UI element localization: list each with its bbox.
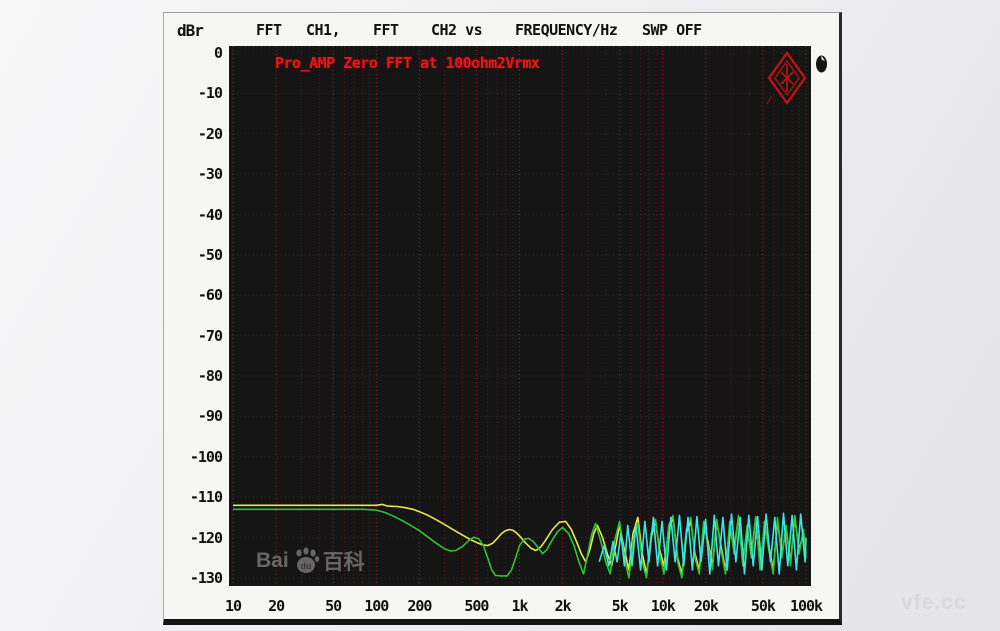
x-tick-label: 100k bbox=[790, 597, 822, 615]
baidu-watermark-prefix: Bai bbox=[256, 549, 289, 573]
y-tick-label: -20 bbox=[164, 125, 222, 143]
fft-plot-canvas bbox=[229, 46, 811, 586]
page-background: dBr FFTCH1,FFTCH2 vsFREQUENCY/HzSWP OFF … bbox=[0, 0, 1000, 631]
header-item: CH1, bbox=[306, 21, 340, 39]
x-tick-label: 200 bbox=[407, 597, 431, 615]
y-tick-label: 0 bbox=[164, 44, 222, 62]
x-tick-label: 500 bbox=[464, 597, 488, 615]
y-tick-label: -120 bbox=[164, 529, 222, 547]
x-tick-label: 20 bbox=[268, 597, 284, 615]
y-axis-unit-label: dBr bbox=[177, 21, 203, 40]
x-tick-label: 10 bbox=[225, 597, 241, 615]
x-tick-label: 2k bbox=[555, 597, 571, 615]
x-tick-label: 1k bbox=[511, 597, 527, 615]
y-tick-label: -60 bbox=[164, 286, 222, 304]
header-item: FFT bbox=[373, 21, 399, 39]
y-tick-label: -50 bbox=[164, 246, 222, 264]
y-tick-label: -30 bbox=[164, 165, 222, 183]
baidu-baike-watermark: Bai du 百科 bbox=[256, 544, 365, 578]
header-item: SWP OFF bbox=[642, 21, 702, 39]
x-tick-label: 5k bbox=[612, 597, 628, 615]
y-tick-label: -110 bbox=[164, 488, 222, 506]
x-tick-label: 50 bbox=[325, 597, 341, 615]
header-item: FREQUENCY/Hz bbox=[515, 21, 617, 39]
plot-area: Pro_AMP Zero FFT at 100ohm2Vrmx Bai du 百… bbox=[229, 46, 811, 586]
y-tick-label: -70 bbox=[164, 327, 222, 345]
baidu-paw-du-text: du bbox=[300, 561, 311, 571]
right-edge-marker-icon bbox=[814, 54, 829, 74]
y-tick-label: -130 bbox=[164, 569, 222, 587]
y-tick-label: -90 bbox=[164, 407, 222, 425]
y-tick-label: -40 bbox=[164, 206, 222, 224]
brand-diamond-logo-icon bbox=[766, 51, 808, 105]
y-tick-label: -100 bbox=[164, 448, 222, 466]
x-tick-label: 50k bbox=[751, 597, 775, 615]
x-tick-label: 10k bbox=[651, 597, 675, 615]
header-item: CH2 vs bbox=[431, 21, 482, 39]
y-tick-label: -80 bbox=[164, 367, 222, 385]
baidu-watermark-suffix: 百科 bbox=[323, 546, 365, 576]
x-tick-label: 20k bbox=[694, 597, 718, 615]
plot-title: Pro_AMP Zero FFT at 100ohm2Vrmx bbox=[275, 54, 539, 72]
vfe-watermark: vfe.cc bbox=[901, 591, 967, 615]
analyzer-screenshot-panel: dBr FFTCH1,FFTCH2 vsFREQUENCY/HzSWP OFF … bbox=[163, 12, 842, 625]
x-tick-label: 100 bbox=[364, 597, 388, 615]
header-item: FFT bbox=[256, 21, 282, 39]
baidu-paw-icon: du bbox=[291, 546, 321, 576]
y-tick-label: -10 bbox=[164, 84, 222, 102]
